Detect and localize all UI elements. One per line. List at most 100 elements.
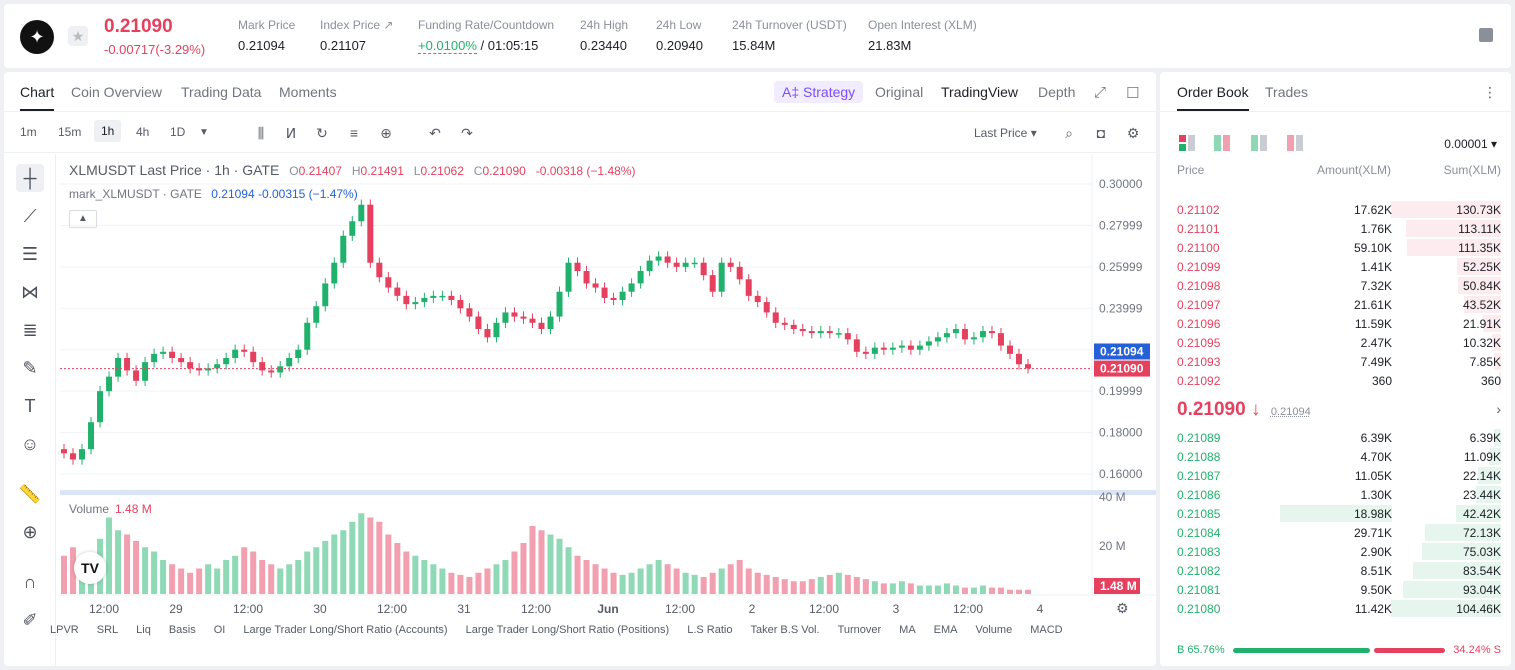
price-type-select[interactable]: Last Price ▾ [974, 126, 1037, 140]
bid-row[interactable]: 0.21085 18.98K 42.42K [1160, 504, 1511, 523]
tab-order-book[interactable]: Order Book [1177, 84, 1249, 100]
zoom-icon[interactable]: ⊕ [22, 522, 38, 542]
window-icon[interactable]: ☐ [1126, 85, 1140, 102]
indicator-8[interactable]: Taker B.S Vol. [750, 624, 820, 636]
bid-row[interactable]: 0.21083 2.90K 75.03K [1160, 542, 1511, 561]
bid-row[interactable]: 0.21080 11.42K 104.46K [1160, 599, 1511, 618]
stat-funding-rate[interactable]: Funding Rate/Countdown +0.0100% / 01:05:… [418, 18, 554, 54]
timeframe-15m[interactable]: 15m [58, 125, 82, 139]
indicator-5[interactable]: Large Trader Long/Short Ratio (Accounts) [243, 624, 448, 636]
ask-row[interactable]: 0.21100 59.10K 111.35K [1160, 238, 1511, 257]
pattern-icon[interactable]: ⋈ [21, 282, 39, 302]
layout-sell-buy-icon[interactable] [1214, 135, 1230, 151]
stat-label: 24h Low [656, 18, 702, 32]
ask-row[interactable]: 0.21101 1.76K 113.11K [1160, 219, 1511, 238]
layout-both-icon[interactable] [1179, 135, 1195, 151]
volume-bar [493, 564, 500, 594]
y-tick-label: 0.18000 [1099, 426, 1143, 440]
tab-coin-overview[interactable]: Coin Overview [71, 84, 163, 100]
timeframe-4h[interactable]: 4h [136, 125, 150, 139]
tab-chart[interactable]: Chart [20, 84, 55, 100]
favorite-star-icon[interactable]: ★ [68, 26, 88, 46]
bid-row[interactable]: 0.21084 29.71K 72.13K [1160, 523, 1511, 542]
candle-body [115, 358, 122, 377]
brush-icon[interactable]: ✎ [22, 358, 38, 378]
undo-icon[interactable]: ↶ [429, 125, 441, 141]
tradingview-logo[interactable]: TV [74, 552, 106, 584]
layout-sell-icon[interactable] [1287, 135, 1303, 151]
search-icon[interactable]: ⌕ [1065, 125, 1073, 141]
chart-settings-icon[interactable]: ⚙ [1116, 600, 1129, 616]
redo-icon[interactable]: ↷ [461, 125, 473, 141]
ask-row[interactable]: 0.21095 2.47K 10.32K [1160, 333, 1511, 352]
timeframe-1h[interactable]: 1h [94, 120, 122, 142]
indicator-4[interactable]: OI [213, 624, 226, 636]
trendline-icon[interactable]: ⟋ [23, 206, 37, 226]
fib-icon[interactable]: ≣ [22, 320, 38, 340]
bid-row[interactable]: 0.21086 1.30K 23.44K [1160, 485, 1511, 504]
gear-icon[interactable]: ⚙ [1126, 125, 1140, 141]
timeframe-1m[interactable]: 1m [20, 125, 37, 139]
strategy-button[interactable]: A‡ Strategy [774, 81, 864, 103]
crosshair-icon[interactable]: ┼ [16, 164, 44, 192]
lock-drawing-icon[interactable]: ✐ [22, 610, 38, 630]
price-chart[interactable]: 0.300000.279990.259990.239990.219990.199… [4, 72, 1156, 666]
ruler-icon[interactable]: 📏 [18, 484, 42, 504]
volume-bar [781, 579, 788, 594]
indicators-icon[interactable]: ⵍ [285, 125, 297, 141]
indicator-11[interactable]: EMA [933, 624, 958, 636]
bid-row[interactable]: 0.21081 9.50K 93.04K [1160, 580, 1511, 599]
timeframe-dropdown-icon[interactable]: ▼ [199, 127, 209, 138]
tab-trades[interactable]: Trades [1265, 84, 1309, 100]
more-icon[interactable]: ⋮ [1483, 84, 1497, 100]
tab-moments[interactable]: Moments [279, 84, 337, 100]
timeframe-1d[interactable]: 1D [170, 125, 186, 139]
indicator-10[interactable]: MA [899, 624, 916, 636]
view-depth[interactable]: Depth [1038, 84, 1076, 100]
bid-row[interactable]: 0.21087 11.05K 22.14K [1160, 466, 1511, 485]
c-label: C [473, 164, 483, 178]
camera-icon[interactable]: ◘ [1096, 125, 1106, 141]
indicator-0[interactable]: LPVR [50, 624, 79, 636]
volume-bar [1025, 589, 1031, 594]
view-tradingview[interactable]: TradingView [941, 84, 1019, 100]
magnet-icon[interactable]: ∩ [23, 572, 37, 592]
collapse-legend-button[interactable]: ▲ [69, 210, 97, 228]
parallel-lines-icon[interactable]: ☰ [21, 244, 39, 264]
chevron-right-icon[interactable]: › [1496, 401, 1501, 417]
templates-icon[interactable]: ≡ [349, 125, 359, 141]
emoji-icon[interactable]: ☺ [20, 434, 40, 454]
book-icon[interactable] [1479, 28, 1493, 42]
bid-row[interactable]: 0.21089 6.39K 6.39K [1160, 428, 1511, 447]
indicator-12[interactable]: Volume [975, 624, 1013, 636]
indicator-2[interactable]: Liq [136, 624, 151, 636]
view-original[interactable]: Original [875, 84, 924, 100]
ask-row[interactable]: 0.21097 21.61K 43.52K [1160, 295, 1511, 314]
ask-row[interactable]: 0.21102 17.62K 130.73K [1160, 200, 1511, 219]
ask-price: 0.21093 [1177, 355, 1221, 369]
stat-index-price[interactable]: Index Price ↗ 0.21107 [320, 18, 393, 53]
bid-row[interactable]: 0.21082 8.51K 83.54K [1160, 561, 1511, 580]
add-indicator-icon[interactable]: ⊕ [380, 125, 392, 141]
indicator-1[interactable]: SRL [96, 624, 119, 636]
candle-type-icon[interactable]: ⫼ [257, 125, 265, 141]
indicator-13[interactable]: MACD [1030, 624, 1063, 636]
mid-price-row[interactable]: 0.21090 ↓ 0.21094 › [1177, 399, 1501, 423]
indicator-7[interactable]: L.S Ratio [687, 624, 733, 636]
indicator-9[interactable]: Turnover [837, 624, 882, 636]
ask-row[interactable]: 0.21092 360 360 [1160, 371, 1511, 390]
bid-row[interactable]: 0.21088 4.70K 11.09K [1160, 447, 1511, 466]
precision-select[interactable]: 0.00001 ▾ [1444, 137, 1497, 151]
replay-icon[interactable]: ↻ [316, 125, 328, 141]
text-icon[interactable]: T [24, 396, 36, 416]
indicator-3[interactable]: Basis [168, 624, 196, 636]
ask-row[interactable]: 0.21096 11.59K 21.91K [1160, 314, 1511, 333]
ask-row[interactable]: 0.21093 7.49K 7.85K [1160, 352, 1511, 371]
layout-buy-icon[interactable] [1251, 135, 1267, 151]
ask-row[interactable]: 0.21098 7.32K 50.84K [1160, 276, 1511, 295]
expand-icon[interactable]: ⤢ [1094, 84, 1107, 101]
indicator-6[interactable]: Large Trader Long/Short Ratio (Positions… [465, 624, 670, 636]
tab-trading-data[interactable]: Trading Data [181, 84, 262, 100]
o-value: 0.21407 [298, 164, 342, 178]
ask-row[interactable]: 0.21099 1.41K 52.25K [1160, 257, 1511, 276]
